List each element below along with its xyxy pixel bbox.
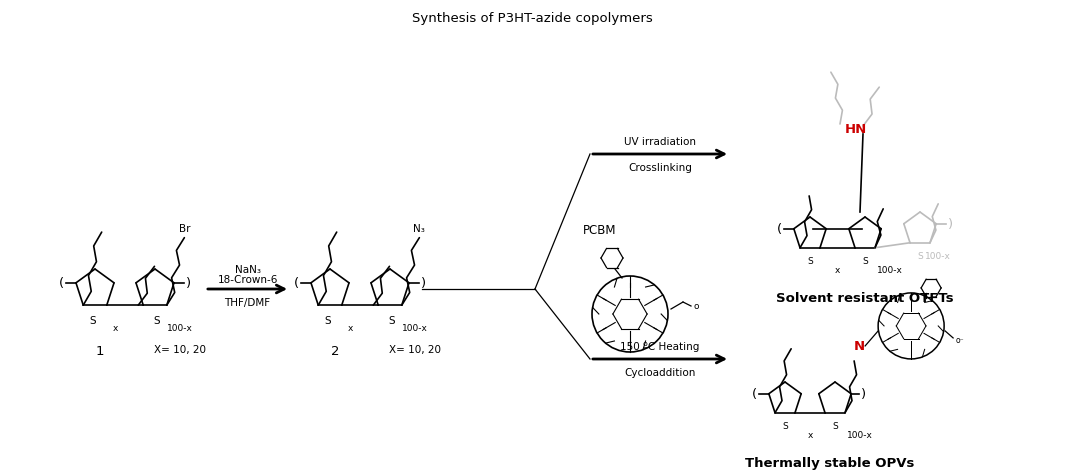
Text: S: S <box>832 421 838 430</box>
Text: N: N <box>853 340 865 353</box>
Text: x: x <box>347 323 353 332</box>
Text: 18-Crown-6: 18-Crown-6 <box>217 275 278 284</box>
Text: x: x <box>807 430 813 439</box>
Text: S: S <box>89 315 96 325</box>
Text: (: ( <box>752 387 757 400</box>
Text: (: ( <box>59 277 64 290</box>
Text: X= 10, 20: X= 10, 20 <box>389 344 441 354</box>
Text: 100-x: 100-x <box>876 266 903 275</box>
Text: NaN₃: NaN₃ <box>234 265 261 275</box>
Text: S: S <box>807 257 813 266</box>
Text: (: ( <box>776 223 782 236</box>
Text: PCBM: PCBM <box>584 224 617 237</box>
Text: Cycloaddition: Cycloaddition <box>624 367 695 377</box>
Text: S: S <box>782 421 788 430</box>
Text: Solvent resistant OTFTs: Solvent resistant OTFTs <box>776 291 954 304</box>
Text: ): ) <box>948 218 953 231</box>
Text: S: S <box>863 257 868 266</box>
Text: Synthesis of P3HT-azide copolymers: Synthesis of P3HT-azide copolymers <box>412 12 653 25</box>
Text: S: S <box>325 315 331 325</box>
Text: S: S <box>389 315 395 325</box>
Text: o: o <box>693 302 699 311</box>
Text: 100-x: 100-x <box>847 430 873 439</box>
Text: 150 ºC Heating: 150 ºC Heating <box>620 341 700 351</box>
Text: N₃: N₃ <box>413 223 425 233</box>
Text: 2: 2 <box>331 344 340 357</box>
Text: o⁻: o⁻ <box>955 336 964 345</box>
Text: ): ) <box>862 387 866 400</box>
Text: X= 10, 20: X= 10, 20 <box>154 344 206 354</box>
Text: 100-x: 100-x <box>402 323 428 332</box>
Text: 1: 1 <box>96 344 104 357</box>
Text: 100-x: 100-x <box>167 323 193 332</box>
Text: ): ) <box>186 277 191 290</box>
Text: HN: HN <box>845 123 867 136</box>
Text: S: S <box>917 251 923 260</box>
Text: x: x <box>835 266 840 275</box>
Text: Thermally stable OPVs: Thermally stable OPVs <box>746 456 915 469</box>
Text: ): ) <box>421 277 426 290</box>
Text: Br: Br <box>179 223 191 233</box>
Text: x: x <box>112 323 118 332</box>
Text: UV irradiation: UV irradiation <box>624 137 697 147</box>
Text: S: S <box>153 315 161 325</box>
Text: 100-x: 100-x <box>925 251 951 260</box>
Text: THF/DMF: THF/DMF <box>225 298 271 307</box>
Text: Crosslinking: Crosslinking <box>628 163 692 173</box>
Text: (: ( <box>294 277 299 290</box>
